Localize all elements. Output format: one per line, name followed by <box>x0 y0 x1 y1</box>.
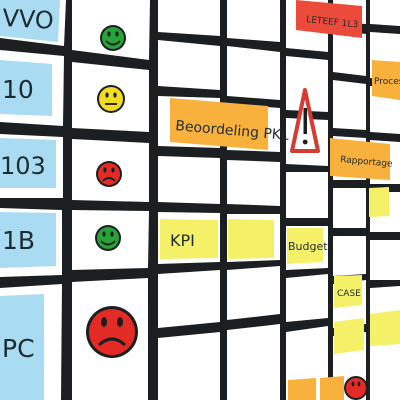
task-card-top <box>296 0 362 38</box>
task-card-rapportage <box>330 138 390 180</box>
task-card-blank <box>370 310 400 346</box>
task-card-case <box>334 275 362 308</box>
row-label-text: 1B <box>2 226 35 255</box>
row-label-text: 10 <box>2 75 34 104</box>
task-card-proces <box>372 60 400 100</box>
task-card-kpi <box>160 219 218 259</box>
task-card-beoordeling <box>170 98 268 150</box>
row-label-text: PC <box>2 334 35 363</box>
task-card-blank <box>228 219 274 259</box>
task-card-small <box>369 187 389 217</box>
status-face-happy-2 <box>95 225 121 251</box>
task-card-bottom <box>320 376 344 400</box>
status-face-happy-1 <box>100 25 126 51</box>
row-label-card <box>0 294 44 400</box>
task-card-bottom <box>288 378 316 400</box>
task-card-blank <box>334 318 364 354</box>
grid-column-5 <box>286 0 328 400</box>
row-label-card <box>0 60 52 116</box>
row-label-text: VVO <box>2 4 55 35</box>
row-label-cards: VVO 10 103 1B PC <box>0 0 60 400</box>
row-label-card <box>0 0 60 42</box>
grid-column-4 <box>227 0 280 400</box>
status-face-sad-1 <box>96 161 122 187</box>
status-face-neutral <box>97 85 125 113</box>
task-card-budget <box>287 228 323 264</box>
task-card-proces-text: Proces <box>374 77 400 87</box>
row-label-text: 103 <box>0 152 46 180</box>
sad-face-icon <box>344 376 368 400</box>
warning-icon <box>290 88 320 153</box>
task-card-budget-text: Budget <box>288 240 328 253</box>
status-face-sad-2 <box>86 306 138 358</box>
row-label-card <box>0 138 56 188</box>
yellow-cards: KPI Budget CASE <box>160 187 400 354</box>
task-card-case-text: CASE <box>337 289 361 299</box>
grid-column-3 <box>158 0 220 400</box>
task-card-kpi-text: KPI <box>170 231 195 250</box>
task-card-rapportage-text: Rapportage <box>340 155 394 170</box>
row-label-card <box>0 212 56 268</box>
